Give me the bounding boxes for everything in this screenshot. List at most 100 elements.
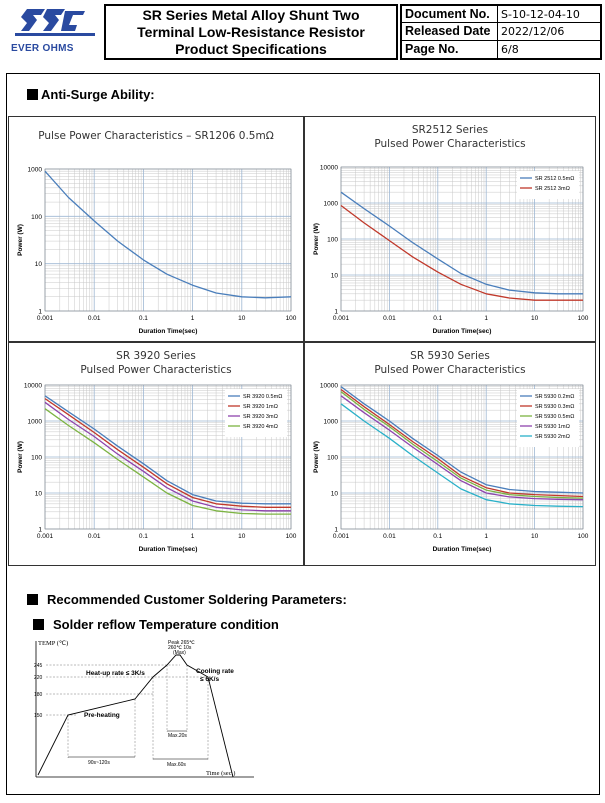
chart-sr3920-svg: SR 3920 Series Pulsed Power Characteristi… (17, 350, 297, 553)
soldering-heading-text: Recommended Customer Soldering Parameter… (47, 592, 347, 607)
cooling-rate-label: Cooling rate (196, 668, 234, 675)
x-tick-label: 10 (531, 315, 539, 322)
series-line-2 (340, 388, 584, 498)
chart-sr3920: SR 3920 Series Pulsed Power Characteristi… (8, 342, 304, 566)
heat-up-rate-label: Heat-up rate ≤ 3K/s (86, 670, 145, 677)
x-tick-label: 0.01 (88, 315, 101, 322)
series-line-2 (44, 398, 291, 508)
y-tick-label: 1000 (324, 201, 339, 208)
chart-sr1206: Pulse Power Characteristics – SR1206 0.5… (8, 116, 304, 342)
reflow-temperature-curve (37, 654, 234, 778)
x-tick-label: 0.1 (139, 315, 148, 322)
anti-surge-heading: Anti-Surge Ability: (27, 87, 155, 102)
document-title: SR Series Metal Alloy Shunt Two Terminal… (104, 4, 398, 60)
title-line-1: SR Series Metal Alloy Shunt Two (142, 6, 360, 23)
soldering-heading: Recommended Customer Soldering Parameter… (27, 592, 347, 607)
x-tick-label: 0.001 (37, 315, 54, 322)
y-tick-label: 100 (327, 237, 338, 244)
y-tick-label: 10000 (320, 383, 338, 390)
reflow-y-label: TEMP (℃) (38, 640, 68, 647)
y-tick-label: 100 (31, 214, 42, 221)
y-tick-label: 100 (327, 455, 338, 462)
reflow-peak-time: 260℃ 10s (168, 645, 192, 651)
x-tick-label: 100 (578, 533, 589, 540)
reflow-profile-diagram: TEMP (℃) Time (sec.) 245 220 180 150 Pea… (34, 640, 254, 778)
x-tick-label: 0.001 (333, 533, 350, 540)
document-no-label: Document No. (402, 6, 498, 23)
x-tick-label: 0.1 (433, 533, 442, 540)
chart-title-line-2: Pulsed Power Characteristics (374, 364, 525, 376)
chart-sr2512-svg: SR2512 Series Pulsed Power Characteristic… (313, 124, 589, 335)
content-frame (6, 73, 600, 795)
temp-220: 220 (34, 675, 43, 681)
title-line-2: Terminal Low-Resistance Resistor (137, 23, 365, 40)
x-axis-label: Duration Time(sec) (433, 546, 492, 553)
y-axis-label: Power (W) (313, 441, 320, 473)
chart-sr2512: SR2512 Series Pulsed Power Characteristic… (304, 116, 596, 342)
chart-sr5930-svg: SR 5930 Series Pulsed Power Characteristi… (313, 350, 589, 553)
y-axis-label: Power (W) (313, 223, 320, 255)
y-tick-label: 1 (38, 527, 42, 534)
document-no-row: Document No. S-10-12-04-10 (402, 6, 600, 24)
document-header: EVER OHMS SR Series Metal Alloy Shunt Tw… (4, 4, 602, 60)
y-tick-label: 1 (38, 309, 42, 316)
chart-title-line-1: SR 5930 Series (410, 350, 490, 362)
legend-box (517, 389, 579, 447)
x-tick-label: 1 (191, 533, 195, 540)
legend-entry: SR 5930 1mΩ (535, 424, 570, 430)
legend-box (517, 171, 579, 199)
title-line-3: Product Specifications (175, 40, 327, 57)
legend-box (225, 389, 287, 437)
cooling-rate-value: ≤ 6K/s (200, 676, 219, 683)
x-tick-label: 0.001 (37, 533, 54, 540)
temp-180: 180 (34, 692, 43, 698)
max20-label: Max.20s (168, 733, 187, 739)
y-tick-label: 1000 (28, 419, 43, 426)
plot-area-border (340, 166, 584, 312)
y-tick-label: 1 (334, 309, 338, 316)
max60-label: Max.60s (167, 762, 186, 768)
plot-area-border (44, 168, 292, 312)
x-tick-label: 100 (286, 315, 297, 322)
reflow-time-markers (68, 730, 208, 760)
x-tick-label: 0.01 (88, 533, 101, 540)
legend-entry: SR 3920 0.5mΩ (243, 394, 282, 400)
series-line-1 (340, 386, 584, 494)
y-tick-label: 10000 (24, 383, 42, 390)
page-no-label: Page No. (402, 40, 498, 58)
legend-entry: SR 3920 4mΩ (243, 424, 278, 430)
reflow-heading-text: Solder reflow Temperature condition (53, 617, 279, 632)
series-line-1 (340, 191, 583, 295)
x-tick-label: 100 (286, 533, 297, 540)
legend-entry: SR 2512 3mΩ (535, 186, 570, 192)
x-tick-label: 1 (191, 315, 195, 322)
legend-entry: SR 3920 1mΩ (243, 404, 278, 410)
chart-title-line-1: SR 3920 Series (116, 350, 196, 362)
y-tick-label: 10 (331, 491, 339, 498)
page-no-value: 6/8 (501, 42, 519, 56)
x-tick-label: 0.1 (139, 533, 148, 540)
y-tick-label: 1 (334, 527, 338, 534)
released-date-label: Released Date (402, 23, 498, 40)
y-axis-label: Power (W) (17, 441, 24, 473)
document-meta-table: Document No. S-10-12-04-10 Released Date… (400, 4, 602, 60)
x-axis-label: Duration Time(sec) (139, 546, 198, 553)
reflow-guide-lines (46, 664, 209, 760)
chart-title-line-2: Pulsed Power Characteristics (374, 138, 525, 150)
chart-title: Pulse Power Characteristics – SR1206 0.5… (38, 130, 273, 142)
y-tick-label: 10 (331, 273, 339, 280)
legend-entry: SR 5930 0.3mΩ (535, 404, 574, 410)
y-axis-label: Power (W) (17, 224, 24, 256)
x-tick-label: 1 (484, 533, 488, 540)
temp-245: 245 (34, 663, 43, 669)
x-tick-label: 100 (578, 315, 589, 322)
x-tick-label: 10 (531, 533, 539, 540)
x-tick-label: 0.1 (433, 315, 442, 322)
x-tick-label: 0.01 (383, 533, 396, 540)
preheat-label: Pre-heating (84, 712, 120, 719)
chart-sr5930: SR 5930 Series Pulsed Power Characteristi… (304, 342, 596, 566)
page-no-row: Page No. 6/8 (402, 40, 600, 58)
bullet-square-icon (27, 89, 38, 100)
reflow-x-label: Time (sec.) (206, 770, 235, 777)
reflow-peak-max: (Max) (173, 650, 186, 656)
